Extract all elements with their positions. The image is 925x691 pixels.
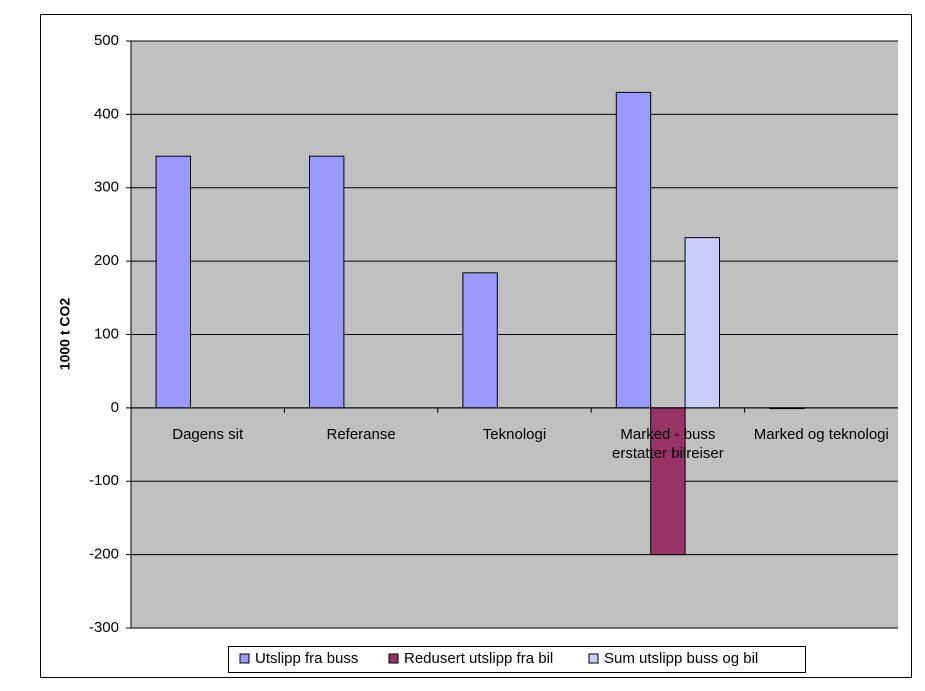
legend-swatch xyxy=(388,653,399,664)
bar xyxy=(309,155,345,409)
x-tick-label: Marked og teknologi xyxy=(753,425,889,443)
y-tick-label: -100 xyxy=(89,472,119,489)
y-tick-label: 0 xyxy=(111,399,119,416)
y-tick-label: 300 xyxy=(94,179,119,196)
x-tick-label: Teknologi xyxy=(482,425,547,443)
legend-swatch xyxy=(588,653,599,664)
legend-box xyxy=(228,646,806,673)
y-tick-label: 400 xyxy=(94,105,119,122)
legend-label: Sum utslipp buss og bil xyxy=(604,650,758,667)
y-tick-label: 100 xyxy=(94,325,119,342)
bar xyxy=(650,407,686,556)
y-tick-label: 200 xyxy=(94,252,119,269)
y-axis-label: 1000 t CO2 xyxy=(57,298,73,371)
y-tick-label: -200 xyxy=(89,546,119,563)
bar xyxy=(615,91,652,409)
bar xyxy=(155,155,192,409)
y-tick-label: -300 xyxy=(89,619,119,636)
legend-swatch xyxy=(239,653,250,664)
x-tick-label: Dagens sit xyxy=(172,425,244,443)
legend-label: Utslipp fra buss xyxy=(255,650,358,667)
x-tick-label: Marked - buss erstatter bilreiser xyxy=(612,425,724,462)
x-tick-label: Referanse xyxy=(326,425,396,443)
bar xyxy=(462,272,498,409)
legend-label: Redusert utslipp fra bil xyxy=(404,650,553,667)
y-tick-label: 500 xyxy=(94,32,119,49)
bar xyxy=(684,237,720,409)
